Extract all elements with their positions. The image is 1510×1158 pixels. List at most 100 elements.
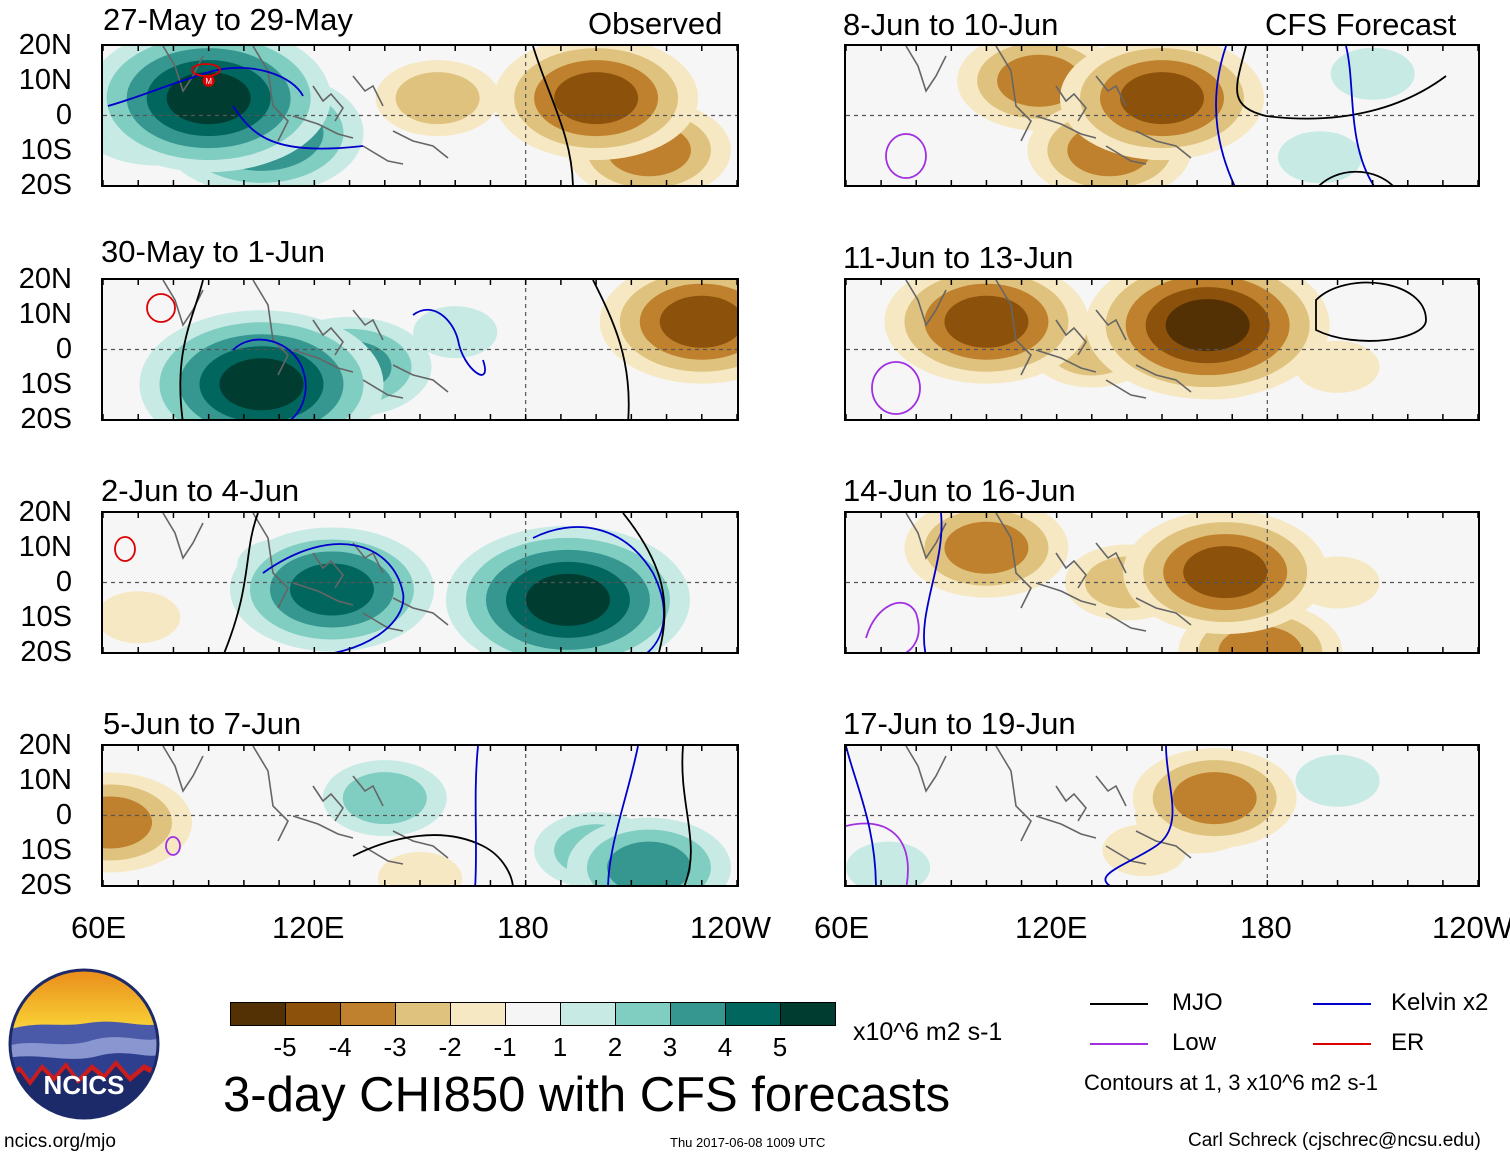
map-panel-4 [101,744,739,887]
legend-mjo-line [1090,1003,1148,1005]
coastline [1055,785,1087,822]
wave-contour [865,602,920,652]
coastline [292,582,354,606]
credit: Carl Schreck (cjschrec@ncsu.edu) [1188,1130,1481,1151]
anomaly-contour [944,295,1029,348]
map-svg [103,280,737,419]
map-panel-2 [101,278,739,421]
coastline [162,513,204,560]
coastline [995,513,1032,609]
map-panel-1: M [101,44,739,187]
anomaly-contour [997,54,1082,107]
coastline [1095,542,1127,574]
lon-label-120w-left: 120W [690,910,771,945]
lat-label: 10N [18,531,72,563]
coastline [252,513,289,609]
lat-label: 10N [18,64,72,96]
lat-label: 10S [20,368,72,400]
anomaly-contour [659,295,737,348]
colorbar-tick-label: -4 [328,1032,352,1062]
logo-text: NCICS [44,1070,125,1100]
wave-contour [474,746,479,885]
ncics-url-link[interactable]: ncics.org/mjo [4,1131,116,1152]
wave-contour [223,513,259,652]
lat-label: 10N [18,298,72,330]
lat-label: 0 [55,799,72,831]
wave-contour [1315,281,1427,342]
coastline [905,746,947,793]
map-panel-5 [844,44,1480,187]
ncics-logo: NCICS [8,968,160,1120]
colorbar-swatch [560,1002,616,1026]
legend-low-label: Low [1172,1029,1217,1056]
wave-contour [165,836,181,856]
wave-contour [607,746,639,885]
lat-label: 10S [20,601,72,633]
wave-contour [885,133,927,179]
coastline [905,280,947,327]
legend-er-line [1313,1043,1371,1045]
coastline [362,379,404,399]
lon-label-120e-left: 120E [272,910,345,945]
coastline [1095,309,1127,341]
panel-title-8: 17-Jun to 19-Jun [843,706,1076,741]
wave-contour [232,105,364,150]
colorbar-tick-label: -1 [493,1032,517,1062]
anomaly-contour [1278,131,1362,184]
lat-label: 0 [55,99,72,131]
main-title: 3-day CHI850 with CFS forecasts [223,1068,951,1122]
lat-label: 20N [18,263,72,295]
wave-contour [179,280,204,419]
colorbar-swatch [780,1002,836,1026]
wave-contour [232,338,307,419]
anomaly-contour [846,841,931,885]
mjo-marker [202,74,215,87]
legend-contour-note: Contours at 1, 3 x10^6 m2 s-1 [1084,1070,1379,1095]
coastline [312,85,344,122]
colorbar-swatch [450,1002,506,1026]
panel-title-1: 27-May to 29-May [103,2,353,37]
panel-title-2: 30-May to 1-Jun [101,234,325,269]
map-svg [103,746,737,885]
coastline [392,830,449,859]
anomaly-contour [1295,754,1380,807]
colorbar-swatch [230,1002,286,1026]
coastline [162,746,204,793]
colorbar-tick-label: 3 [662,1032,678,1062]
map-svg [846,46,1478,185]
coastline [1135,364,1192,393]
wave-contour [114,536,136,562]
anomaly-contour [289,563,374,616]
wave-contour [1215,46,1236,185]
anomaly-contour [395,72,480,125]
lat-label: 20N [18,496,72,528]
panel-title-7: 14-Jun to 16-Jun [843,473,1076,508]
colorbar-units: x10^6 m2 s-1 [853,1018,1003,1046]
coastline [1135,130,1192,159]
coastline [995,46,1032,142]
colorbar-swatch [615,1002,671,1026]
coastline [312,319,344,356]
lon-label-180-left: 180 [497,910,549,945]
coastline [1055,85,1087,122]
observed-header: Observed [588,6,723,41]
lat-label: 20S [20,636,72,668]
colorbar-tick-label: 4 [717,1032,733,1062]
coastline [292,815,354,839]
coastline [392,364,449,393]
colorbar-tick-label: -2 [438,1032,462,1062]
coastline [252,46,289,142]
coastline [905,46,947,93]
colorbar-tick-label: 5 [772,1032,788,1062]
coastline [1105,379,1147,399]
legend-er-label: ER [1391,1029,1425,1056]
panel-title-5: 8-Jun to 10-Jun [843,7,1059,42]
lat-label: 20N [18,29,72,61]
panel-title-3: 2-Jun to 4-Jun [101,473,300,508]
coastline [1095,75,1127,107]
lon-label-120e-right: 120E [1015,910,1088,945]
coastline [312,552,344,589]
wave-contour [871,361,921,415]
coastline [1035,349,1097,373]
map-panel-6 [844,278,1480,421]
